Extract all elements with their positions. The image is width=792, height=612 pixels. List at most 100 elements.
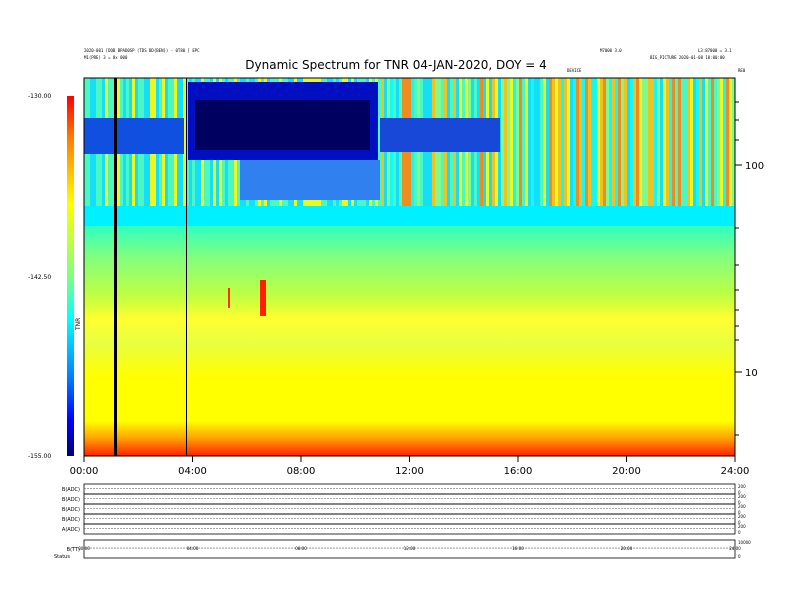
- panel-right-bottom: 0: [738, 554, 741, 559]
- spectrum-column: [561, 78, 564, 206]
- panel-right-top: 200: [738, 524, 746, 529]
- spectrum-column: [696, 78, 699, 206]
- chart-title: Dynamic Spectrum for TNR 04-JAN-2020, DO…: [245, 58, 547, 72]
- spectrum-column: [660, 78, 663, 206]
- spectrum-column: [588, 78, 591, 206]
- spectrum-column: [552, 78, 555, 206]
- spectrum-column: [531, 78, 534, 206]
- spectrum-column: [675, 78, 678, 206]
- spectrum-column: [687, 78, 690, 206]
- x-tick-label: 16:00: [504, 466, 533, 477]
- spectrum-column: [606, 78, 609, 206]
- x-axis: 00:00 04:00 08:00 12:00 16:00 20:00 24:00: [70, 456, 750, 477]
- spectrum-column: [528, 78, 531, 206]
- colorbar-label: TNR: [75, 318, 82, 331]
- blue-lower-mid: [240, 160, 380, 200]
- right-axis: 100 10: [735, 101, 764, 436]
- spectrum-column: [504, 78, 507, 206]
- panel-right-bottom: 0: [738, 520, 741, 525]
- spectrum-column: [570, 78, 573, 206]
- colorbar-tick-top: -130.00: [28, 93, 51, 100]
- colorbar: [67, 96, 74, 456]
- spectrum-column: [555, 78, 558, 206]
- data-gap-line-2: [186, 78, 187, 456]
- spectrum-column: [597, 78, 600, 206]
- spectrum-column: [603, 78, 606, 206]
- header-right-info-line1: L3:87000 = 3.1: [698, 48, 732, 53]
- colorbar-tick-mid: -142.50: [28, 274, 51, 281]
- panel-label: B(ADC): [62, 497, 80, 503]
- panel-right-bottom: 0: [738, 510, 741, 515]
- burst-event-2: [228, 288, 230, 308]
- panel-right-top: 200: [738, 484, 746, 489]
- spectrum-column: [513, 78, 516, 206]
- spectrum-column: [576, 78, 579, 206]
- spectrum-column: [729, 78, 732, 206]
- panel-right-bottom: 0: [738, 530, 741, 535]
- x-tick-label: 00:00: [70, 466, 99, 477]
- spectrum-column: [567, 78, 570, 206]
- blue-band-mid: [380, 118, 500, 152]
- colorbar-tick-bottom: -155.00: [28, 453, 51, 460]
- bottom-x-axis: 00:00 04:00 08:00 12:00 16:00 20:00 24:00: [78, 546, 741, 551]
- spectrum-column: [717, 78, 720, 206]
- spectrum-column: [654, 78, 657, 206]
- x-tick-label: 12:00: [395, 466, 424, 477]
- spectrum-column: [186, 78, 189, 206]
- burst-event: [260, 280, 266, 316]
- spectrum-column: [558, 78, 561, 206]
- spectrum-column: [540, 78, 543, 206]
- panel-label: A(ADC): [62, 527, 80, 533]
- spectrum-column: [702, 78, 705, 206]
- spectrum-column: [669, 78, 672, 206]
- panel-frame: [83, 523, 736, 535]
- panel-right-top: 200: [738, 514, 746, 519]
- spectrum-column: [681, 78, 684, 206]
- panel-label: B(TT): [67, 547, 80, 553]
- x-tick-label: 24:00: [721, 466, 750, 477]
- spectrum-column: [183, 78, 186, 206]
- header-info-line2: M1(PRE) 3 = 8x 000: [84, 55, 128, 60]
- spectrum-column: [618, 78, 621, 206]
- panel-right-top: 10000: [738, 540, 751, 545]
- data-gap-line-1: [114, 78, 117, 456]
- spectrum-column: [582, 78, 585, 206]
- housekeeping-panels: B(ADC)2000B(ADC)2000B(ADC)2000B(ADC)2000…: [62, 483, 751, 559]
- spectrum-column: [723, 78, 726, 206]
- spectrum-column: [699, 78, 702, 206]
- spectrum-column: [666, 78, 669, 206]
- bottom-x-tick-label: 00:00: [78, 546, 90, 551]
- spectrum-column: [585, 78, 588, 206]
- dark-block-2: [195, 100, 370, 150]
- spectrum-column: [501, 78, 504, 206]
- y-tick-10: 10: [745, 368, 758, 379]
- panel-frame: [83, 503, 736, 515]
- spectrum-column: [573, 78, 576, 206]
- header-right-info-line2: BIG_PICTURE 2020-01-08 10:00:00: [650, 55, 725, 60]
- blue-band-left: [84, 118, 184, 154]
- spectrum-column: [627, 78, 630, 206]
- spectrum-column: [726, 78, 729, 206]
- spectrum-column: [609, 78, 612, 206]
- spectrum-column: [519, 78, 522, 206]
- status-label: Status: [54, 554, 70, 560]
- panel-right-top: 200: [738, 494, 746, 499]
- spectrum-column: [645, 78, 648, 206]
- spectrum-column: [549, 78, 552, 206]
- panel-right-bottom: 0: [738, 500, 741, 505]
- x-tick-label: 20:00: [612, 466, 641, 477]
- spectrum-column: [594, 78, 597, 206]
- spectrum-column: [507, 78, 510, 206]
- spectrum-column: [600, 78, 603, 206]
- spectrum-column: [642, 78, 645, 206]
- spectrum-column: [522, 78, 525, 206]
- header-mid-info: M7000 3.0: [600, 48, 622, 53]
- panel-frame: [83, 539, 736, 559]
- spectrum-column: [708, 78, 711, 206]
- panel-right-bottom: 0: [738, 490, 741, 495]
- spectrum-column: [720, 78, 723, 206]
- spectrum-column: [516, 78, 519, 206]
- spectrum-column: [714, 78, 717, 206]
- top-marker-label: DEVICE: [567, 68, 582, 73]
- spectrum-column: [534, 78, 537, 206]
